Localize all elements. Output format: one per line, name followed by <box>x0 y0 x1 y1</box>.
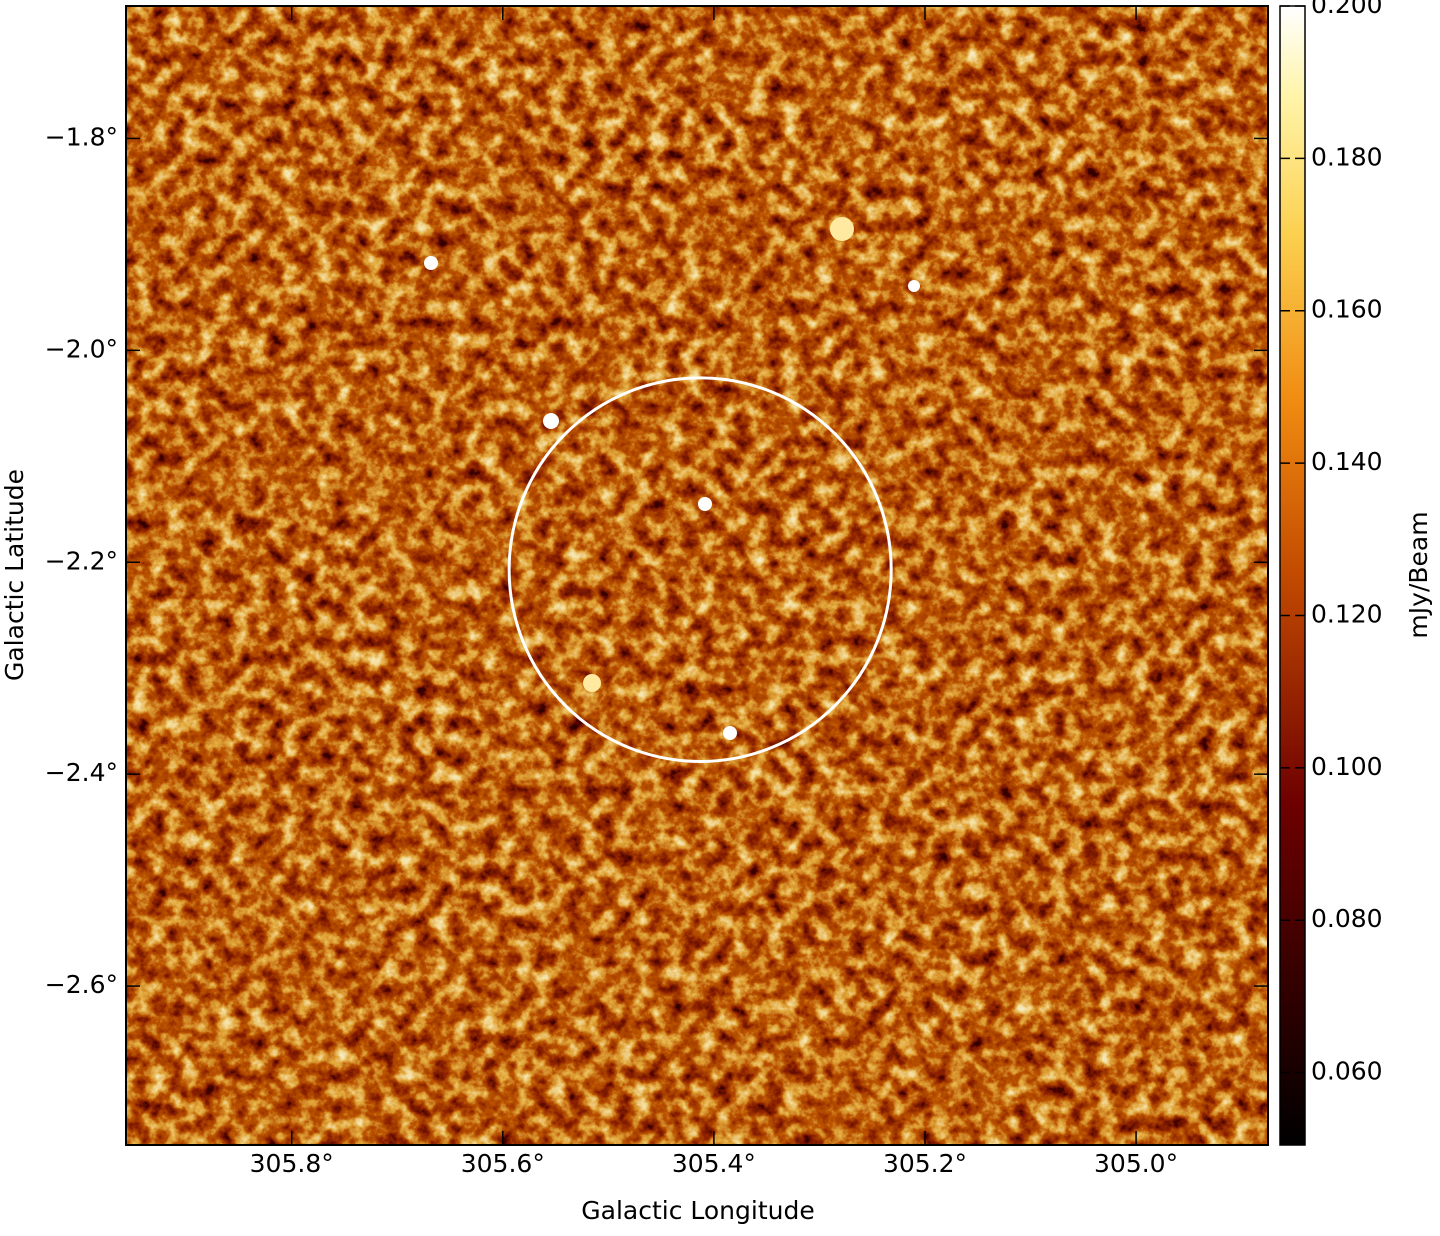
colorbar-tick-label: 0.120 <box>1311 599 1383 628</box>
colorbar-tick-label: 0.140 <box>1311 447 1383 476</box>
colorbar-tick-label: 0.160 <box>1311 295 1383 324</box>
x-tick-label: 305.4° <box>672 1149 756 1178</box>
colorbar-tick-label: 0.100 <box>1311 752 1383 781</box>
y-tick-label: −2.6° <box>45 970 118 999</box>
plot-frame <box>125 5 1269 1146</box>
y-tick-label: −2.2° <box>45 546 118 575</box>
colorbar-tick-label: 0.060 <box>1311 1057 1383 1086</box>
x-tick-label: 305.6° <box>461 1149 545 1178</box>
x-tick-label: 305.0° <box>1094 1149 1178 1178</box>
sky-image <box>126 6 1268 1145</box>
y-tick-label: −1.8° <box>45 122 118 151</box>
colorbar-label: mJy/Beam <box>1404 511 1433 638</box>
x-axis-label: Galactic Longitude <box>581 1196 814 1225</box>
region-circle <box>507 376 893 763</box>
y-tick-label: −2.0° <box>45 334 118 363</box>
x-tick-label: 305.8° <box>250 1149 334 1178</box>
colorbar-tick-label: 0.200 <box>1311 0 1383 19</box>
colorbar-tick-label: 0.080 <box>1311 904 1383 933</box>
y-tick-label: −2.4° <box>45 758 118 787</box>
colorbar-tick-label: 0.180 <box>1311 142 1383 171</box>
y-axis-label: Galactic Latitude <box>0 469 29 681</box>
colorbar <box>1279 5 1306 1146</box>
x-tick-label: 305.2° <box>883 1149 967 1178</box>
